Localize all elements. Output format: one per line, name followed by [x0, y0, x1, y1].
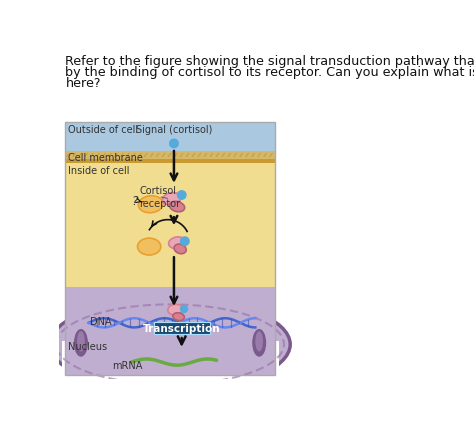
Bar — [65, 163, 275, 299]
Text: Inside of cell: Inside of cell — [68, 166, 129, 176]
Ellipse shape — [50, 299, 290, 391]
Text: Cell membrane: Cell membrane — [68, 153, 143, 162]
Ellipse shape — [74, 329, 88, 357]
Bar — [65, 287, 275, 375]
Ellipse shape — [138, 196, 163, 213]
Text: Nucleus: Nucleus — [68, 341, 107, 351]
Ellipse shape — [252, 329, 266, 357]
Ellipse shape — [168, 305, 183, 315]
Ellipse shape — [163, 193, 181, 206]
Text: Refer to the figure showing the signal transduction pathway that is initiated: Refer to the figure showing the signal t… — [65, 55, 474, 68]
Circle shape — [170, 140, 178, 148]
Ellipse shape — [169, 202, 185, 212]
Text: mRNA: mRNA — [112, 360, 142, 370]
Bar — [65, 123, 275, 152]
Bar — [65, 159, 275, 163]
Ellipse shape — [173, 313, 184, 321]
Circle shape — [181, 237, 189, 246]
Ellipse shape — [77, 331, 85, 351]
Text: ?: ? — [132, 194, 138, 207]
Ellipse shape — [174, 245, 186, 254]
Ellipse shape — [255, 331, 263, 351]
Text: here?: here? — [65, 77, 101, 89]
FancyBboxPatch shape — [154, 322, 210, 334]
Circle shape — [177, 191, 186, 200]
Bar — [65, 123, 275, 375]
Text: Transcription: Transcription — [143, 323, 220, 334]
Text: Cortisol
receptor: Cortisol receptor — [139, 185, 180, 209]
Text: DNA: DNA — [90, 317, 112, 326]
Bar — [65, 295, 275, 375]
Bar — [65, 152, 275, 163]
Ellipse shape — [137, 239, 161, 256]
Bar — [62, 341, 279, 379]
Text: Outside of cell: Outside of cell — [68, 125, 138, 135]
Text: Signal (cortisol): Signal (cortisol) — [136, 125, 212, 135]
Circle shape — [181, 306, 188, 313]
Text: by the binding of cortisol to its receptor. Can you explain what is happening: by the binding of cortisol to its recept… — [65, 66, 474, 79]
Ellipse shape — [169, 237, 185, 249]
